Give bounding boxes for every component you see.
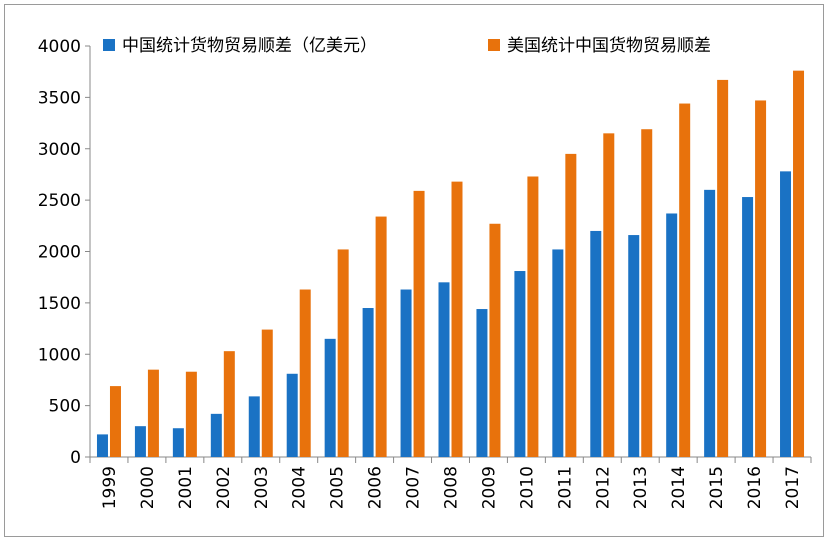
bar-china-2004: [286, 373, 298, 457]
x-tick-label: 2004: [290, 466, 310, 509]
bar-us-2010: [527, 176, 539, 457]
x-tick-label: 2007: [404, 466, 424, 509]
bar-china-1999: [96, 434, 108, 457]
bar-us-2015: [717, 79, 729, 457]
x-tick-label: 2017: [783, 466, 803, 509]
bar-china-2015: [704, 189, 716, 457]
x-tick-label: 2001: [176, 466, 196, 509]
y-tick-label: 1500: [38, 294, 81, 314]
bar-us-2006: [375, 216, 387, 457]
x-tick-label: 2008: [442, 466, 462, 509]
bar-china-2009: [476, 309, 488, 457]
bar-us-2017: [793, 70, 805, 457]
bar-us-1999: [109, 386, 121, 457]
y-tick-label: 4000: [38, 37, 81, 57]
bar-china-2017: [780, 171, 792, 458]
bar-china-2008: [438, 282, 450, 457]
bar-us-2013: [641, 129, 653, 457]
x-tick-label: 2014: [669, 466, 689, 509]
bar-us-2016: [755, 100, 767, 458]
bar-us-2014: [679, 103, 691, 457]
bar-china-2011: [552, 249, 564, 457]
x-tick-label: 2010: [517, 466, 537, 509]
bar-us-2003: [261, 329, 273, 457]
y-tick-label: 3000: [38, 140, 81, 160]
bar-us-2012: [603, 133, 615, 457]
x-tick-label: 2009: [479, 466, 499, 509]
legend-label-us: 美国统计中国货物贸易顺差: [507, 36, 711, 56]
chart-frame: 0 500 1000 1500 2000 2500 3000 3500 4000 1999 200…: [4, 4, 824, 537]
bar-us-2011: [565, 153, 577, 457]
x-tick-label: 1999: [100, 466, 120, 509]
bar-us-2008: [451, 181, 463, 457]
y-tick-label: 2000: [38, 243, 81, 263]
bar-china-2012: [590, 230, 602, 457]
bar-china-2001: [172, 428, 184, 457]
x-tick-label: 2005: [328, 466, 348, 509]
x-tick-label: 2003: [252, 466, 272, 509]
legend: 中国统计货物贸易顺差（亿美元） 美国统计中国货物贸易顺差: [103, 36, 711, 56]
x-tick-label: 2002: [214, 466, 234, 509]
bar-china-2003: [248, 396, 260, 457]
y-tick-label: 500: [49, 397, 81, 417]
bar-us-2002: [223, 351, 235, 457]
y-tick-label: 1000: [38, 345, 81, 365]
bar-china-2000: [134, 426, 146, 457]
x-tick-label: 2011: [555, 466, 575, 509]
bar-china-2013: [628, 235, 640, 457]
y-tick-label: 2500: [38, 191, 81, 211]
bar-us-2000: [147, 369, 159, 457]
bar-china-2005: [324, 338, 336, 457]
x-tick-label: 2000: [138, 466, 158, 509]
bar-us-2005: [337, 249, 349, 457]
bar-china-2010: [514, 271, 526, 457]
bar-china-2007: [400, 289, 412, 457]
bar-china-2016: [742, 197, 754, 458]
x-axis: 1999 2000 2001 2002 2003 2004 2005 2006 2007 2008…: [89, 456, 812, 509]
bar-us-2007: [413, 190, 425, 457]
x-tick-label: 2013: [631, 466, 651, 509]
x-tick-label: 2012: [593, 466, 613, 509]
bar-china-2002: [210, 413, 222, 457]
bar-chart: 0 500 1000 1500 2000 2500 3000 3500 4000 1999 200…: [38, 36, 812, 509]
x-tick-label: 2015: [707, 466, 727, 509]
bars: [96, 70, 805, 458]
bar-china-2006: [362, 308, 374, 457]
bar-us-2009: [489, 223, 501, 457]
legend-swatch-china: [103, 39, 115, 51]
bar-us-2004: [299, 289, 311, 457]
y-axis: 0 500 1000 1500 2000 2500 3000 3500 4000: [38, 37, 91, 468]
legend-label-china: 中国统计货物贸易顺差（亿美元）: [122, 36, 377, 56]
bar-us-2001: [185, 371, 197, 457]
x-tick-label: 2006: [366, 466, 386, 509]
legend-swatch-us: [488, 39, 500, 51]
bar-china-2014: [666, 213, 678, 457]
y-tick-label: 0: [70, 448, 81, 468]
x-tick-label: 2016: [745, 466, 765, 509]
y-tick-label: 3500: [38, 88, 81, 108]
